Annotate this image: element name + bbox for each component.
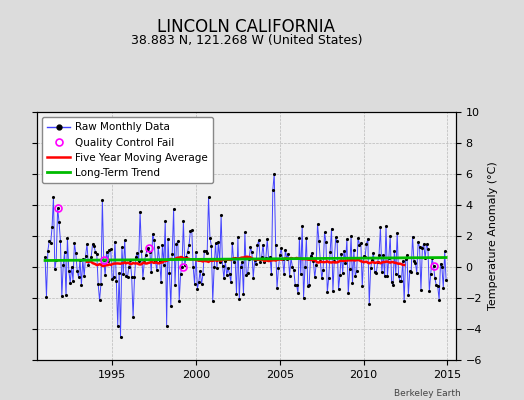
Y-axis label: Temperature Anomaly (°C): Temperature Anomaly (°C) [488,162,498,310]
Legend: Raw Monthly Data, Quality Control Fail, Five Year Moving Average, Long-Term Tren: Raw Monthly Data, Quality Control Fail, … [42,117,213,183]
Text: Berkeley Earth: Berkeley Earth [395,389,461,398]
Text: LINCOLN CALIFORNIA: LINCOLN CALIFORNIA [157,18,335,36]
Text: 38.883 N, 121.268 W (United States): 38.883 N, 121.268 W (United States) [130,34,362,47]
